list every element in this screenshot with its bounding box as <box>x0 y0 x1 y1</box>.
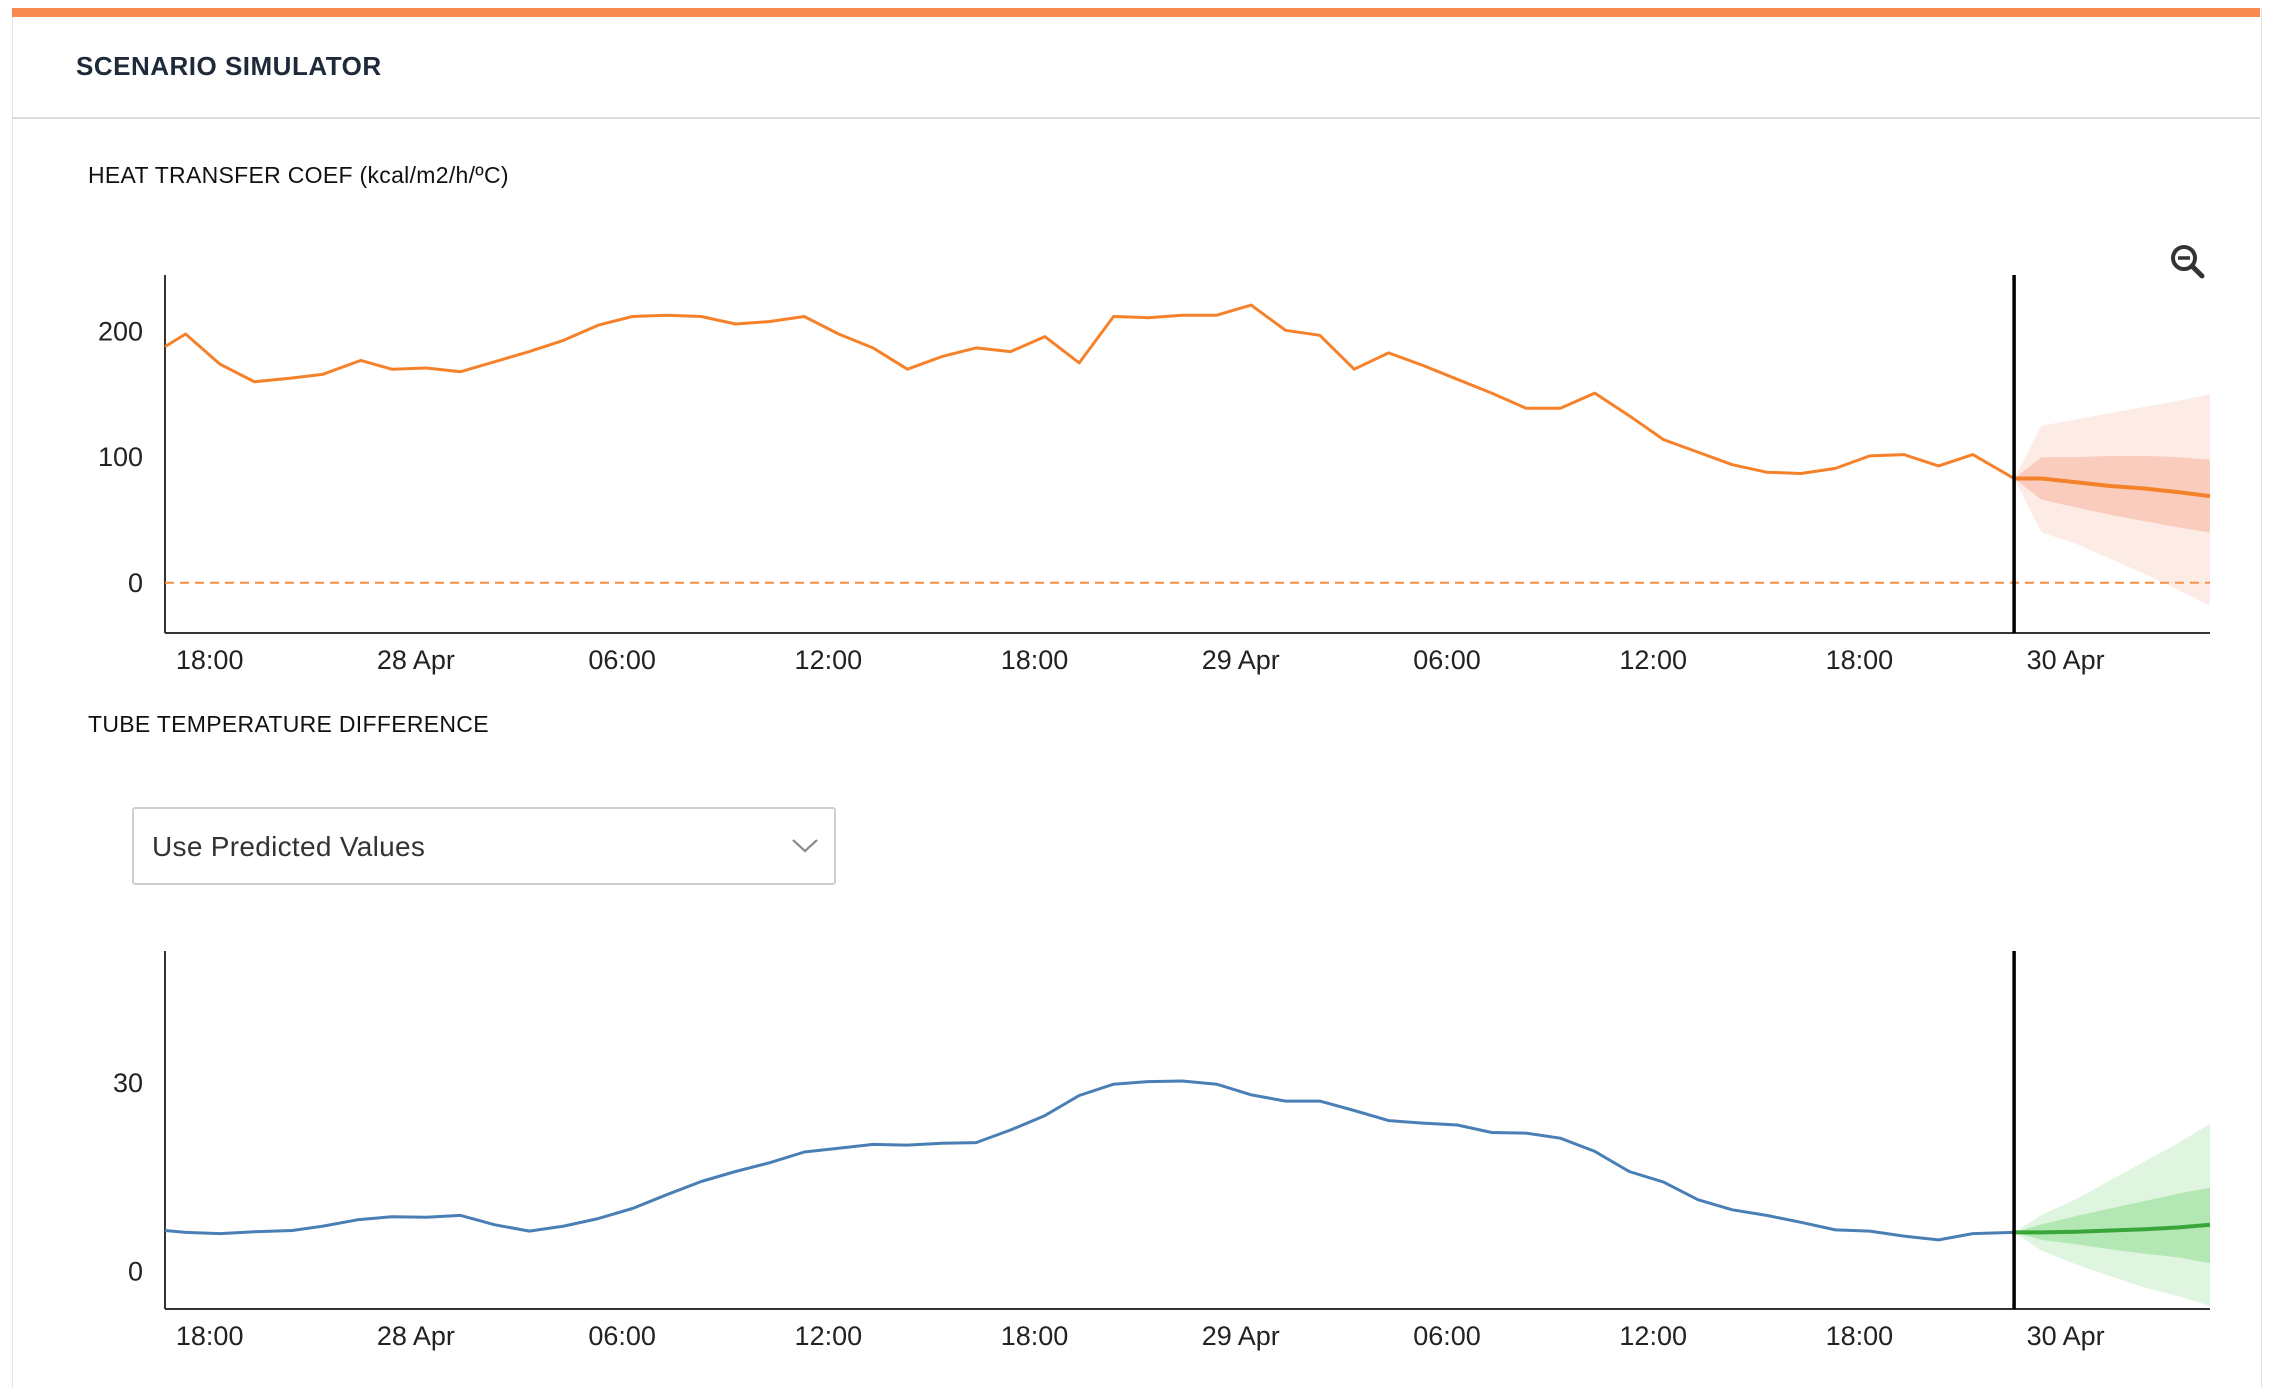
x-tick-label: 18:00 <box>1826 645 1894 675</box>
x-tick-label: 28 Apr <box>377 1321 455 1351</box>
x-tick-label: 18:00 <box>1001 645 1069 675</box>
x-tick-label: 29 Apr <box>1202 1321 1280 1351</box>
simulator-panel <box>12 8 2262 1388</box>
y-tick-label: 0 <box>128 1256 143 1286</box>
x-tick-label: 06:00 <box>1413 1321 1481 1351</box>
tube-temp-chart-title: TUBE TEMPERATURE DIFFERENCE <box>88 711 489 737</box>
prediction-band-inner <box>2014 1187 2210 1264</box>
x-tick-label: 28 Apr <box>377 645 455 675</box>
history-series-line <box>164 303 2015 480</box>
x-tick-label: 12:00 <box>795 645 863 675</box>
accent-bar <box>12 8 2260 17</box>
history-series-line <box>164 1079 2015 1242</box>
panel-header: SCENARIO SIMULATOR <box>12 17 2260 119</box>
x-tick-label: 12:00 <box>1619 1321 1687 1351</box>
y-tick-label: 30 <box>113 1068 143 1098</box>
chevron-down-icon <box>790 833 820 857</box>
x-tick-label: 18:00 <box>176 1321 244 1351</box>
zoom-out-icon[interactable] <box>2168 242 2208 282</box>
x-tick-label: 29 Apr <box>1202 645 1280 675</box>
prediction-series-line <box>2014 476 2211 499</box>
heat-transfer-chart: 0 100 200 18:00 28 Apr 06:00 12:00 18:00 29 Apr 0… <box>98 275 2211 675</box>
x-tick-label: 06:00 <box>1413 645 1481 675</box>
prediction-band-outer <box>2014 394 2210 606</box>
page-title: SCENARIO SIMULATOR <box>76 51 382 81</box>
x-tick-label: 18:00 <box>1826 1321 1894 1351</box>
x-tick-label: 12:00 <box>1619 645 1687 675</box>
prediction-mode-value: Use Predicted Values <box>152 831 426 862</box>
x-tick-label: 12:00 <box>795 1321 863 1351</box>
x-tick-label: 18:00 <box>176 645 244 675</box>
y-tick-label: 0 <box>128 568 143 598</box>
x-tick-label: 06:00 <box>588 645 656 675</box>
prediction-mode-select[interactable]: Use Predicted Values <box>132 807 836 885</box>
x-tick-label: 30 Apr <box>2027 645 2105 675</box>
y-tick-label: 100 <box>98 442 143 472</box>
x-tick-label: 06:00 <box>588 1321 656 1351</box>
prediction-series-line <box>2014 1222 2211 1235</box>
y-tick-label: 200 <box>98 317 143 347</box>
x-tick-label: 18:00 <box>1001 1321 1069 1351</box>
heat-transfer-chart-title: HEAT TRANSFER COEF (kcal/m2/h/ºC) <box>88 162 509 188</box>
prediction-band-outer <box>2014 1123 2210 1306</box>
prediction-band-inner <box>2014 455 2210 533</box>
x-tick-label: 30 Apr <box>2027 1321 2105 1351</box>
